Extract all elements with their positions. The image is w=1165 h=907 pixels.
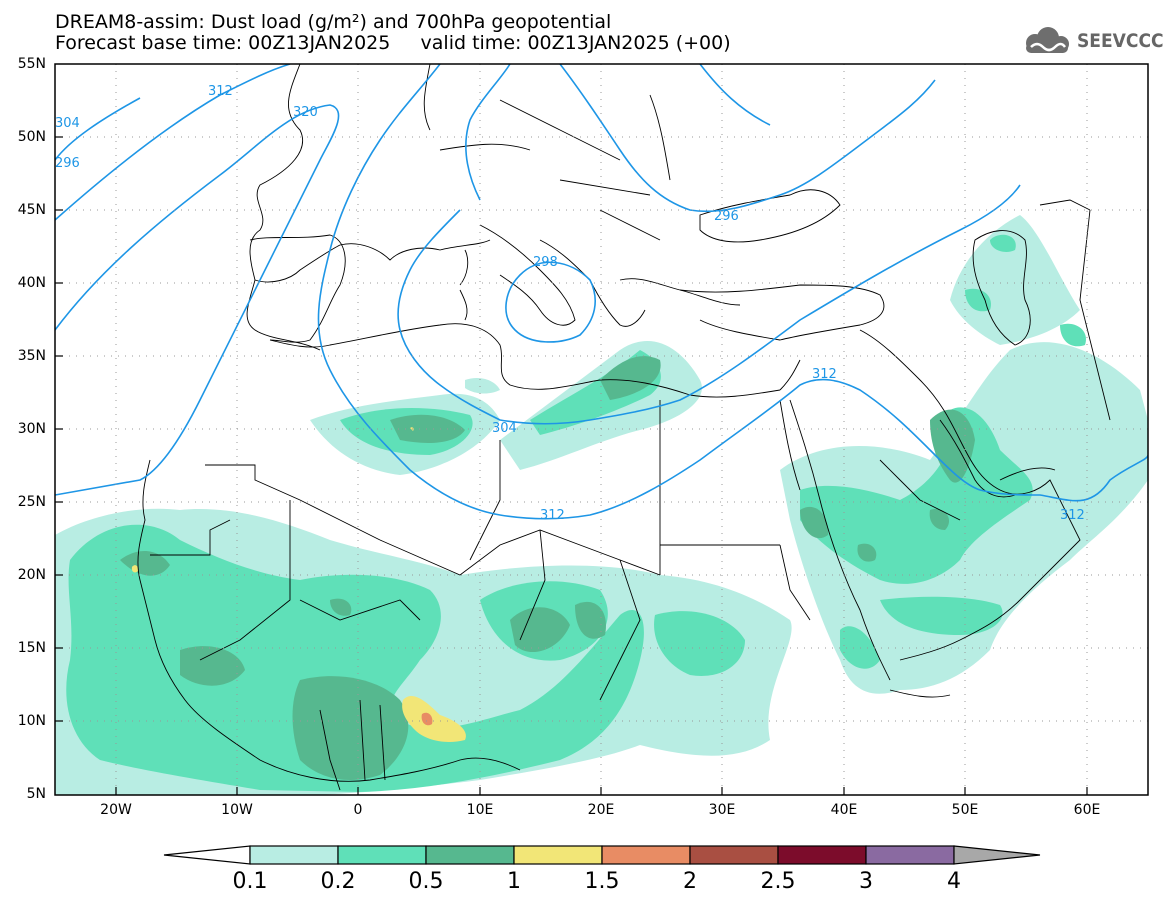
title-line-1: DREAM8-assim: Dust load (g/m²) and 700hP… — [55, 11, 612, 33]
colorbar-label: 4 — [947, 869, 961, 894]
lon-label: 20W — [100, 802, 132, 818]
colorbar-swatch — [865, 845, 955, 865]
colorbar-label: 3 — [859, 869, 873, 894]
lat-label: 50N — [17, 129, 46, 145]
colorbar-swatch — [953, 845, 1041, 865]
colorbar-label: 0.2 — [320, 869, 356, 894]
lon-label: 60E — [1073, 802, 1101, 818]
lon-label: 0 — [353, 802, 363, 818]
colorbar-swatch — [337, 845, 427, 865]
geopotential-contours — [55, 64, 1148, 520]
colorbar-swatch — [601, 845, 691, 865]
contour-label: 312 — [1060, 508, 1085, 523]
colorbar — [163, 845, 1041, 865]
title-line-2: Forecast base time: 00Z13JAN2025 valid t… — [55, 32, 731, 54]
lat-label: 55N — [17, 56, 46, 72]
graticule — [55, 64, 1148, 795]
colorbar-label: 2.5 — [760, 869, 796, 894]
colorbar-label: 1 — [507, 869, 521, 894]
colorbar-swatch — [689, 845, 779, 865]
logo-text: SEEVCCC — [1077, 30, 1164, 52]
lon-label: 10W — [221, 802, 253, 818]
colorbar-label: 1.5 — [584, 869, 620, 894]
colorbar-swatch — [513, 845, 603, 865]
lat-label: 25N — [17, 494, 46, 510]
lat-label: 45N — [17, 202, 46, 218]
contour-label: 312 — [812, 367, 837, 382]
lat-label: 15N — [17, 640, 46, 656]
lat-label: 35N — [17, 348, 46, 364]
lon-label: 40E — [830, 802, 858, 818]
contour-label: 312 — [208, 84, 233, 99]
contour-label: 304 — [492, 421, 517, 436]
colorbar-label: 0.5 — [408, 869, 444, 894]
colorbar-label: 2 — [683, 869, 697, 894]
contour-label: 298 — [533, 255, 558, 270]
contour-label: 312 — [540, 508, 565, 523]
lat-label: 20N — [17, 567, 46, 583]
ticks — [55, 136, 1088, 795]
contour-label: 320 — [293, 105, 318, 120]
colorbar-swatch — [425, 845, 515, 865]
lat-label: 10N — [17, 713, 46, 729]
lon-label: 10E — [466, 802, 494, 818]
contour-label: 296 — [55, 156, 80, 171]
lat-label: 40N — [17, 275, 46, 291]
contour-label: 296 — [714, 209, 739, 224]
colorbar-swatch — [249, 845, 339, 865]
cloud-logo-icon — [1026, 27, 1069, 53]
contour-labels: 312 320 296 304 296 298 304 312 312 312 — [55, 84, 1085, 523]
colorbar-label: 0.1 — [232, 869, 268, 894]
contour-label: 304 — [55, 116, 80, 131]
colorbar-swatch — [163, 845, 251, 865]
lon-label: 20E — [587, 802, 615, 818]
coastlines — [137, 64, 1111, 791]
lat-label: 30N — [17, 421, 46, 437]
lon-label: 50E — [951, 802, 979, 818]
colorbar-swatch — [777, 845, 867, 865]
lat-label: 5N — [26, 786, 46, 802]
lon-label: 30E — [708, 802, 736, 818]
